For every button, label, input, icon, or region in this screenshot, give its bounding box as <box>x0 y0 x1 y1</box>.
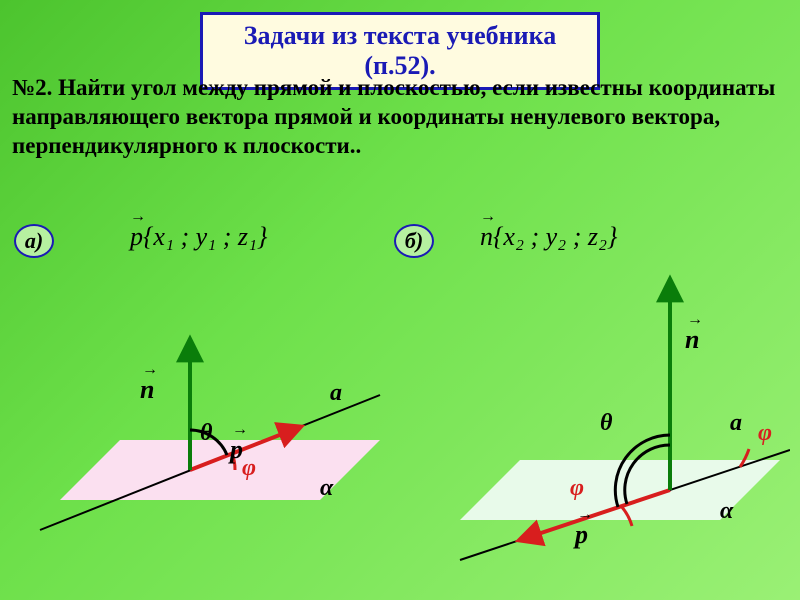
label-alpha: α <box>720 498 733 525</box>
label-alpha: α <box>320 475 333 502</box>
label-phi-right: φ <box>758 420 772 447</box>
label-n: →n <box>685 325 699 355</box>
diagram-a-svg <box>20 320 400 580</box>
variant-a-pill: а) <box>14 224 54 258</box>
formula-b: n{x₂ ; y₂ ; z₂} <box>480 222 617 252</box>
problem-text: №2. Найти угол между прямой и плоскостью… <box>12 74 788 160</box>
label-a: a <box>730 410 742 437</box>
label-n: →n <box>140 375 154 405</box>
label-theta: θ <box>200 420 212 447</box>
label-phi-left: φ <box>570 475 584 502</box>
title-text: Задачи из текста учебника (п.52). <box>244 21 556 80</box>
diagram-b: →n →p θ φ φ a α <box>410 260 790 580</box>
label-a: a <box>330 380 342 407</box>
label-phi: φ <box>242 455 256 482</box>
variant-b-pill: б) <box>394 224 434 258</box>
label-p: →p <box>575 520 588 550</box>
label-theta: θ <box>600 410 612 437</box>
diagram-a: →n →p θ φ a α <box>20 320 400 580</box>
formula-a: p{x₁ ; y₁ ; z₁} <box>130 222 267 252</box>
